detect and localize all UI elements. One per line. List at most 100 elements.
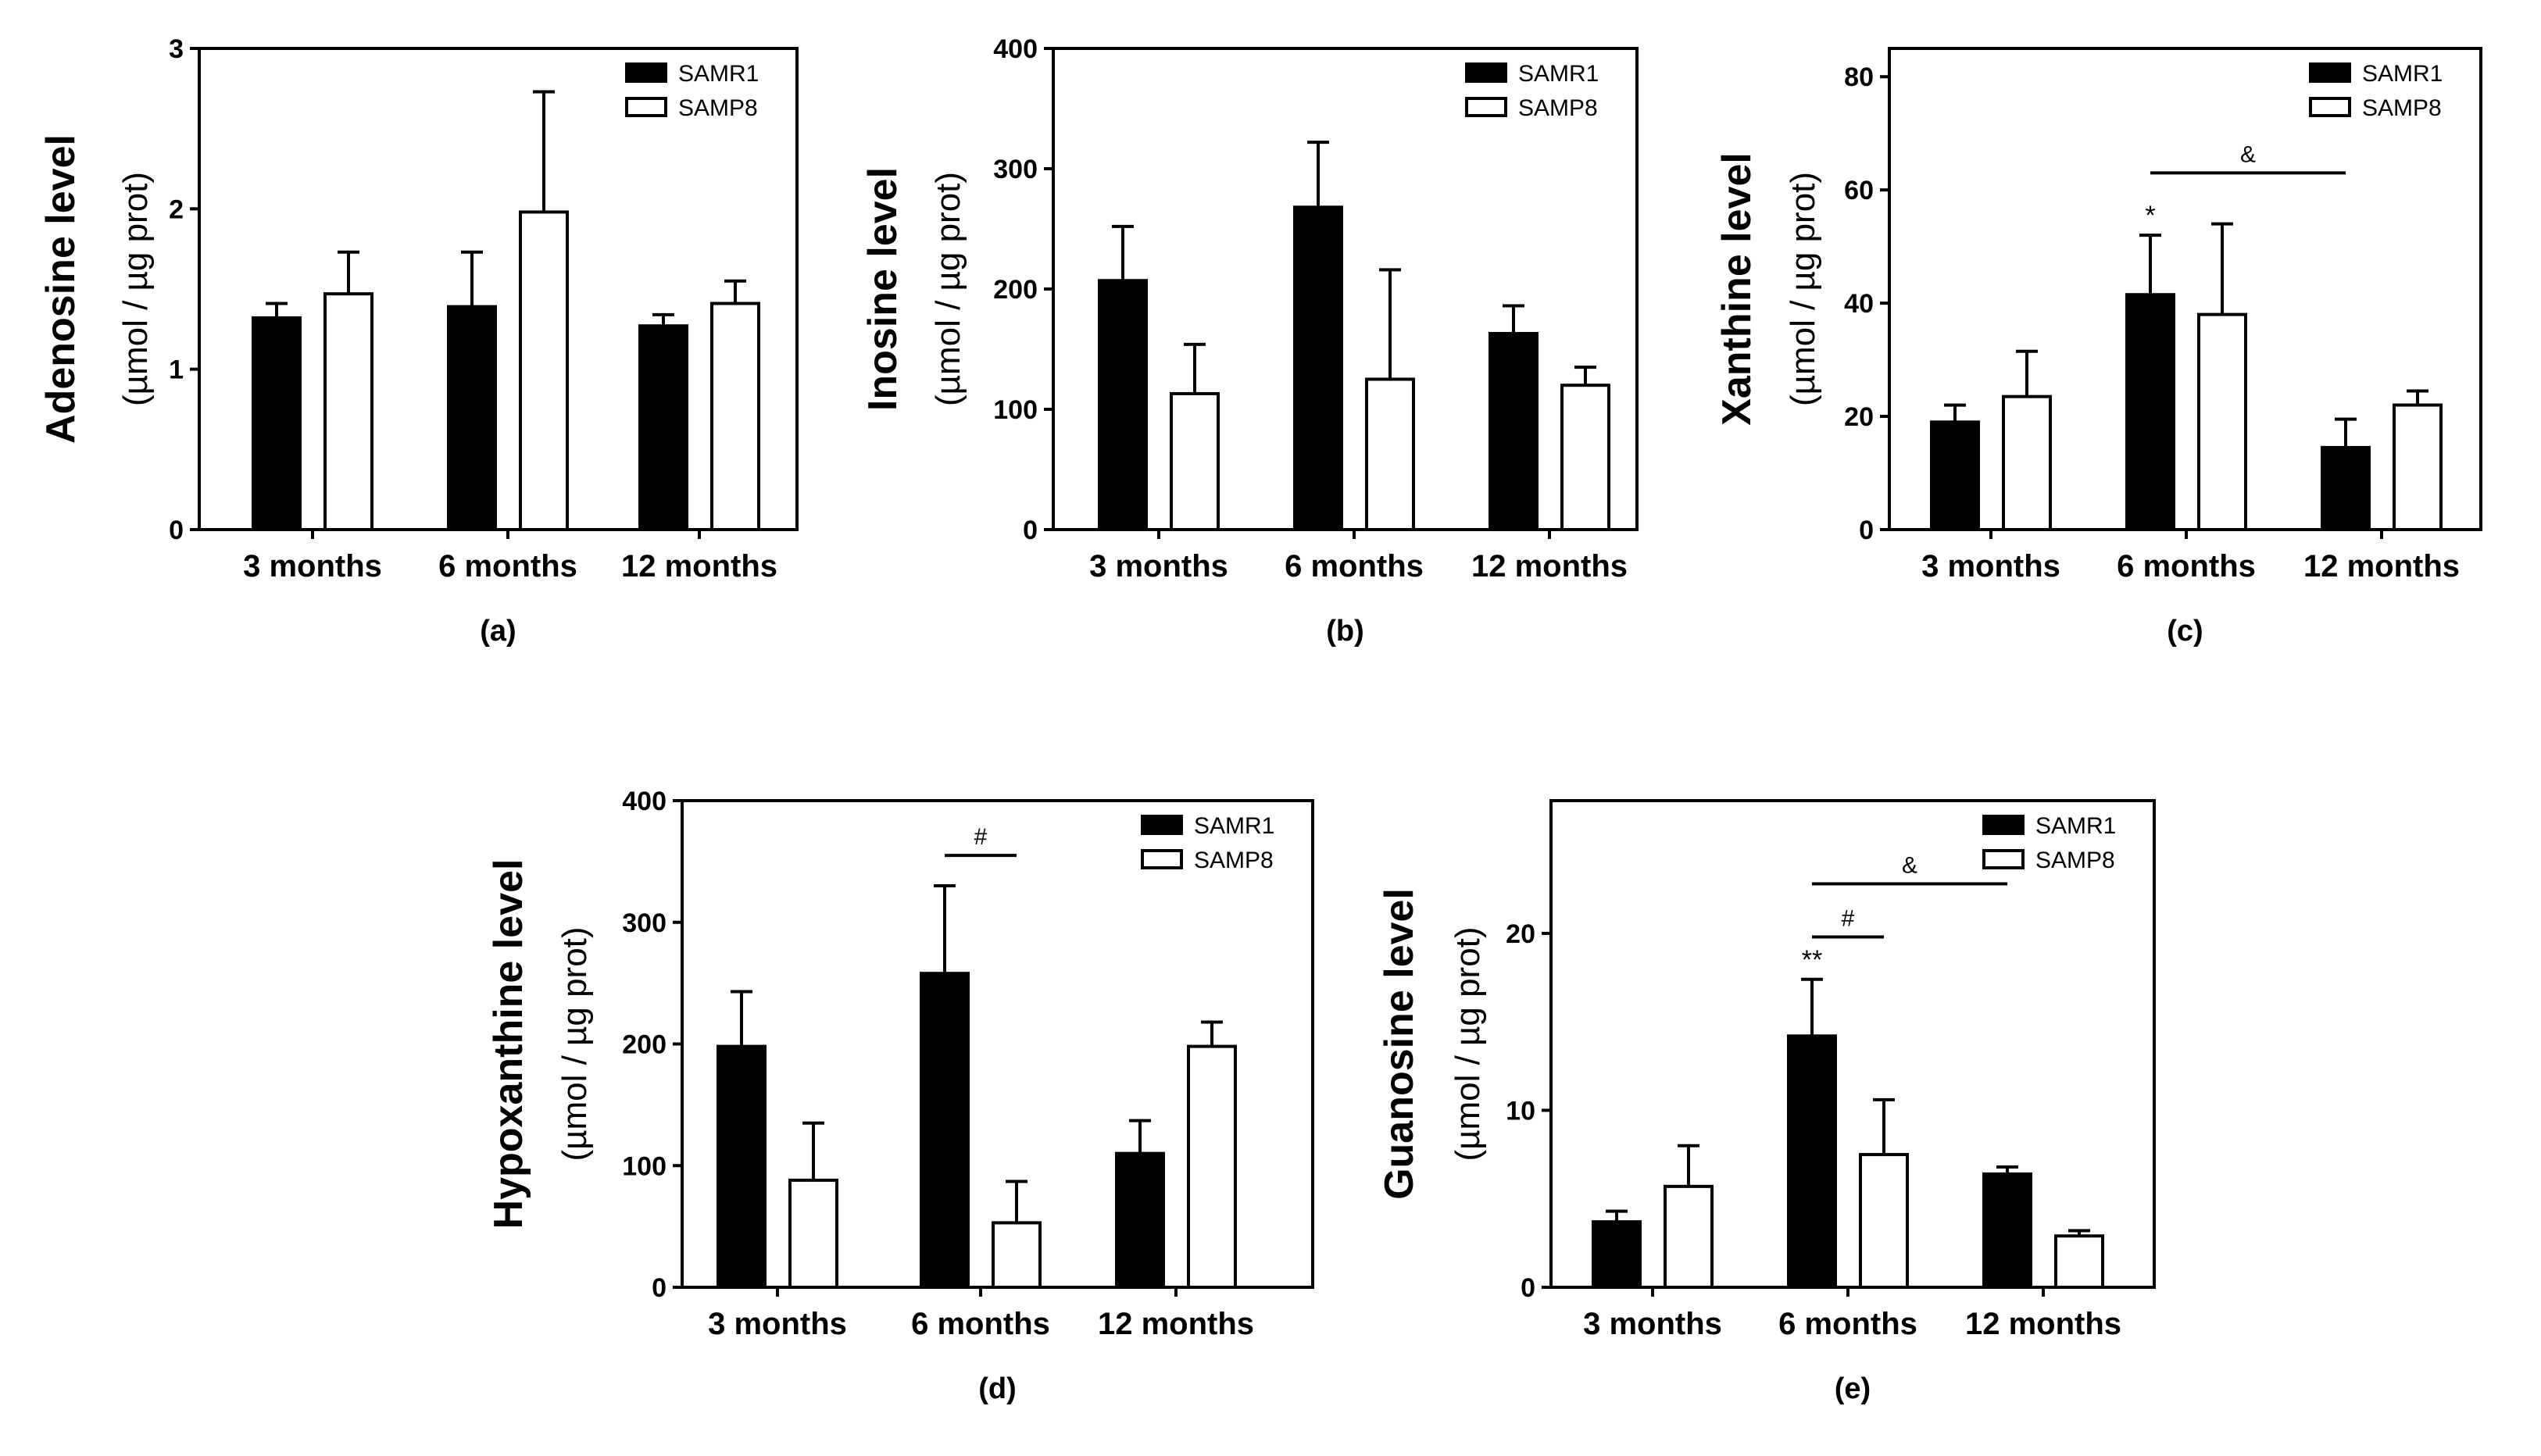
legend-swatch-samp8	[625, 97, 667, 117]
bar-samr1	[1982, 1172, 2032, 1289]
x-tick-label: 3 months	[1583, 1307, 1722, 1341]
x-tick-label: 6 months	[1778, 1307, 1917, 1341]
y-tick-label: 1	[169, 355, 184, 385]
legend-swatch-samp8	[1141, 849, 1183, 869]
bar-samp8	[2002, 394, 2052, 531]
y-tick-label: 0	[652, 1273, 667, 1303]
legend-label: SAMP8	[1518, 95, 1598, 121]
bar-samr1	[1115, 1151, 1165, 1290]
legend-swatch-samr1	[1141, 815, 1183, 835]
bar-samp8	[519, 210, 569, 531]
bar-samr1	[1489, 331, 1539, 532]
y-tick-label: 3	[169, 34, 184, 64]
y-tick-label: 200	[993, 275, 1038, 305]
x-tick-label: 12 months	[1965, 1307, 2121, 1341]
legend-swatch-samr1	[1982, 815, 2025, 835]
y-tick-label: 300	[993, 155, 1038, 184]
y-tick-label: 100	[622, 1151, 667, 1181]
bar-samr1	[2321, 445, 2371, 532]
comparison-bracket-label: #	[1842, 905, 1855, 931]
y-tick-label: 0	[1859, 516, 1874, 545]
y-axis-title: Hypoxanthine level	[486, 859, 531, 1229]
panel-label: (a)	[480, 615, 516, 648]
legend-label: SAMP8	[1194, 848, 1274, 873]
panel-label: (b)	[1326, 615, 1364, 648]
bar-samr1	[1293, 205, 1343, 531]
x-tick-label: 12 months	[1471, 549, 1628, 583]
y-tick-label: 0	[169, 516, 184, 545]
y-tick-label: 400	[993, 34, 1038, 64]
y-axis-title: Xanthine level	[1714, 152, 1760, 426]
panel-label: (e)	[1835, 1372, 1871, 1405]
bar-samr1	[638, 324, 688, 531]
legend-swatch-samr1	[2309, 62, 2351, 83]
legend-swatch-samp8	[2309, 97, 2351, 117]
legend-swatch-samp8	[1982, 849, 2025, 869]
y-tick-label: 300	[622, 908, 667, 938]
legend-label: SAMP8	[678, 95, 758, 121]
y-tick-label: 10	[1506, 1096, 1535, 1126]
x-tick-label: 12 months	[2303, 549, 2460, 583]
bar-samr1	[1592, 1220, 1642, 1290]
x-tick-label: 6 months	[2117, 549, 2256, 583]
panel-label: (d)	[978, 1372, 1017, 1405]
bar-samr1	[447, 305, 497, 531]
bar-samr1	[920, 972, 970, 1290]
bar-samp8	[710, 302, 760, 531]
bar-samp8	[1187, 1044, 1237, 1289]
bar-samp8	[1859, 1153, 1909, 1290]
legend-label: SAMR1	[678, 61, 759, 87]
comparison-bracket-label: #	[974, 824, 988, 850]
x-tick-label: 3 months	[708, 1307, 847, 1341]
y-axis-unit: (µmol / µg prot)	[929, 172, 967, 406]
bar-samp8	[1560, 384, 1610, 532]
x-tick-label: 12 months	[621, 549, 777, 583]
chart-panel-e: 0 10 20 3 months 6 months 12 months ** & # SAMR1 S…	[1377, 799, 2156, 1405]
bar-samp8	[992, 1221, 1042, 1290]
legend-label: SAMR1	[2035, 813, 2116, 839]
plot-frame	[1549, 799, 2156, 1289]
bar-samr1	[717, 1044, 767, 1289]
y-axis-unit: (µmol / µg prot)	[556, 926, 594, 1161]
bar-samr1	[1787, 1034, 1837, 1289]
x-tick-label: 6 months	[438, 549, 577, 583]
bar-samp8	[323, 292, 373, 531]
significance-marker: *	[2145, 201, 2155, 230]
y-tick-label: 60	[1844, 176, 1874, 205]
bar-samp8	[1664, 1184, 1714, 1290]
x-tick-label: 6 months	[911, 1307, 1050, 1341]
y-tick-label: 80	[1844, 62, 1874, 92]
bar-samp8	[1365, 377, 1415, 531]
legend-swatch-samr1	[625, 62, 667, 83]
y-axis-unit: (µmol / µg prot)	[116, 172, 155, 406]
bar-samp8	[2054, 1234, 2104, 1289]
chart-panel-d: 0 100 200 300 400 3 months 6 months 12 months # S…	[486, 787, 1314, 1405]
x-tick-label: 12 months	[1098, 1307, 1254, 1341]
legend-swatch-samp8	[1465, 97, 1507, 117]
plot-frame	[198, 47, 799, 531]
bar-samp8	[788, 1178, 838, 1289]
x-tick-label: 3 months	[1921, 549, 2060, 583]
x-tick-label: 3 months	[1089, 549, 1228, 583]
y-axis-title: Guanosine level	[1377, 888, 1422, 1200]
y-tick-label: 40	[1844, 289, 1874, 319]
y-axis-unit: (µmol / µg prot)	[1449, 926, 1487, 1161]
chart-panel-a: 0 1 2 3 3 months 6 months 12 months SAMR1 SAMP8 A…	[38, 34, 799, 648]
bar-samr1	[1098, 279, 1148, 531]
chart-panel-c: 0 20 40 60 80 3 months 6 months 12 months * & SAMR…	[1714, 47, 2482, 648]
y-tick-label: 20	[1844, 402, 1874, 432]
bar-samp8	[2197, 312, 2247, 531]
bar-samr1	[2125, 293, 2175, 531]
y-axis-title: Inosine level	[860, 167, 906, 411]
comparison-bracket-label: &	[2240, 141, 2256, 167]
legend-label: SAMR1	[1194, 813, 1274, 839]
comparison-bracket-label: &	[1902, 852, 1917, 878]
bar-samr1	[1930, 420, 1980, 532]
legend-label: SAMP8	[2035, 848, 2115, 873]
bar-samp8	[1170, 391, 1220, 532]
panel-label: (c)	[2167, 615, 2203, 648]
chart-panel-b: 0 100 200 300 400 3 months 6 months 12 months SA…	[860, 34, 1639, 648]
y-tick-label: 2	[169, 194, 184, 224]
y-axis-unit: (µmol / µg prot)	[1784, 172, 1822, 406]
